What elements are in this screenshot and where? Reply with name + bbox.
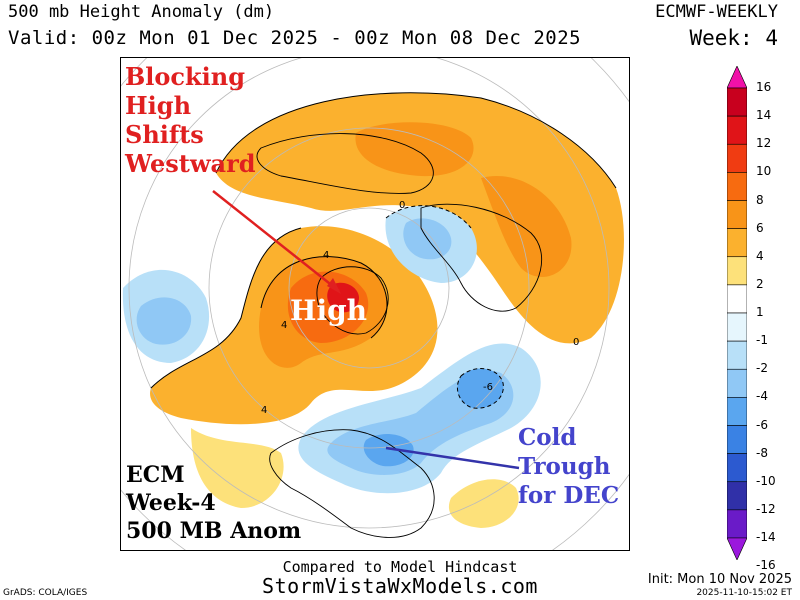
coastline-asia [256,133,434,194]
colorbar-segment [727,340,747,370]
colorbar-segment [727,172,747,201]
colorbar-tick-label: -8 [756,445,768,460]
colorbar-tick-label: -6 [756,417,768,432]
latitude-circle-outer [128,58,610,529]
colorbar-tick-label: -12 [756,501,776,516]
colorbar-tick-label: 2 [756,276,764,291]
positive-anomaly-eurasia [216,92,624,344]
colorbar-segment [727,87,747,117]
blocking-arrow [212,190,340,292]
contour-line-arctic [385,205,472,229]
colorbar-segment [727,397,747,426]
contour-label: -6 [483,382,493,393]
colorbar-tick-label: -14 [756,530,776,544]
colorbar-tick-label: -1 [756,333,768,348]
contour-label: 4 [261,405,267,416]
hindcast-note: Compared to Model Hindcast [282,558,518,576]
latitude-circle-inner [288,207,450,369]
colorbar-arrow-bottom [727,537,747,560]
colorbar-tick-label: 14 [756,108,772,123]
colorbar-tick-label: 10 [756,164,772,179]
coastline-north-america [269,429,435,538]
colorbar-tick-label: -4 [756,389,768,404]
contour-line-north [215,92,617,189]
colorbar-segment [727,312,747,342]
colorbar-tick-label: 6 [756,220,764,235]
colorbar-segment [727,256,747,286]
blocking-arrowhead [327,278,341,294]
contour-line-trough [457,368,504,409]
colorbar-tick-label: 4 [756,248,764,263]
init-time: Init: Mon 10 Nov 2025 [647,572,792,587]
anomaly-map-svg: 4 4 4 -6 0 0 [121,58,629,550]
week-label: Week: 4 [689,26,778,50]
map-title: 500 mb Height Anomaly (dm) [8,2,275,22]
colorbar-segment [727,509,747,539]
colorbar-segment [727,368,747,398]
contour-label: 0 [399,200,405,211]
colorbar-segment [727,453,747,483]
positive-anomaly-west-pacific [191,428,284,508]
negative-anomaly-trough-core-na [363,434,414,467]
colorbar-tick-label: -2 [756,361,768,376]
colorbar-tick-label: -10 [756,473,776,488]
colorbar [727,66,747,560]
contour-label: 0 [573,337,579,348]
cold-trough-annotation: Cold Trough for DEC [518,424,620,509]
site-credit: StormVistaWxModels.com [262,574,538,598]
negative-anomaly-trough-core [457,368,504,409]
coastline-greenland [316,266,389,335]
trough-pointer [385,446,520,470]
colorbar-tick-label: 1 [756,305,764,319]
grads-credit: GrADS: COLA/IGES [3,588,88,598]
coastline-europe [420,203,543,312]
colorbar-tick-label: -16 [756,558,776,573]
colorbar-segment [727,284,747,314]
colorbar-segment [727,200,747,229]
colorbar-segment [727,481,747,511]
valid-period: Valid: 00z Mon 01 Dec 2025 - 00z Mon 08 … [8,27,582,49]
colorbar-segment [727,115,747,145]
colorbar-segment [727,143,747,173]
contour-line-block [260,256,388,339]
timestamp: 2025-11-10-15:02 ET [696,588,792,598]
colorbar-tick-label: 12 [756,136,772,151]
latitude-circle-middle [208,127,530,449]
contour-line-west [150,227,302,389]
high-label: High [290,294,368,327]
ecm-week4-label: ECM Week-4 500 MB Anom [126,462,302,544]
contour-label: 4 [281,320,287,331]
colorbar-segment [727,228,747,258]
colorbar-tick-label: 8 [756,192,764,207]
model-name: ECMWF-WEEKLY [655,2,778,22]
anomaly-map: 4 4 4 -6 0 0 [120,57,630,551]
contour-label: 4 [323,250,329,261]
blocking-high-annotation: Blocking High Shifts Westward [125,62,256,178]
negative-anomaly-pacific-core [136,297,192,345]
colorbar-arrow-top [727,66,747,89]
positive-anomaly-southeast [448,479,519,528]
colorbar-segment [727,425,747,454]
colorbar-tick-label: 16 [756,80,772,94]
